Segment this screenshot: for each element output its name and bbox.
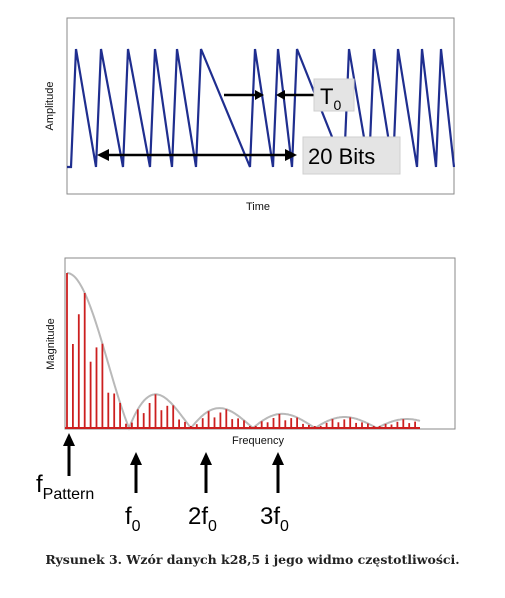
marker-3f0: 3f0 (260, 503, 289, 535)
arrowhead-3f0 (272, 452, 284, 465)
period-arrowhead-left (255, 90, 264, 100)
magnitude-axis-title: Magnitude (45, 318, 57, 369)
amplitude-axis-title: Amplitude (44, 82, 56, 131)
sinc-envelope-curve (66, 272, 421, 431)
arrowhead-f0 (130, 452, 142, 465)
spectrum-chart: Frequency Magnitude fPattern f0 2f0 3f0 (36, 257, 456, 535)
bit-pattern-waveform (67, 48, 456, 169)
period-arrowhead-right (276, 90, 285, 100)
marker-f-pattern: fPattern (36, 471, 94, 503)
spectrum-plot-frame (64, 257, 456, 430)
period-label-box (313, 78, 355, 112)
time-axis-title: Time (246, 201, 270, 213)
bits-label: 20 Bits (308, 144, 375, 169)
marker-2f0: 2f0 (188, 503, 217, 535)
bits-label-box (302, 136, 401, 175)
frequency-axis-title: Frequency (232, 435, 284, 447)
figure-caption: Rysunek 3. Wzór danych k28,5 i jego widm… (45, 552, 460, 567)
bits-arrowhead-right (285, 149, 297, 161)
spectral-lines (66, 273, 417, 428)
marker-f0: f0 (125, 503, 141, 535)
bits-arrowhead-left (97, 149, 109, 161)
time-domain-chart: T0 20 Bits Time Amplitude (44, 17, 456, 213)
arrowhead-f-pattern (63, 433, 75, 446)
figure-canvas: T0 20 Bits Time Amplitude Frequency Magn… (36, 17, 456, 535)
arrowhead-2f0 (200, 452, 212, 465)
period-label: T0 (320, 84, 341, 113)
